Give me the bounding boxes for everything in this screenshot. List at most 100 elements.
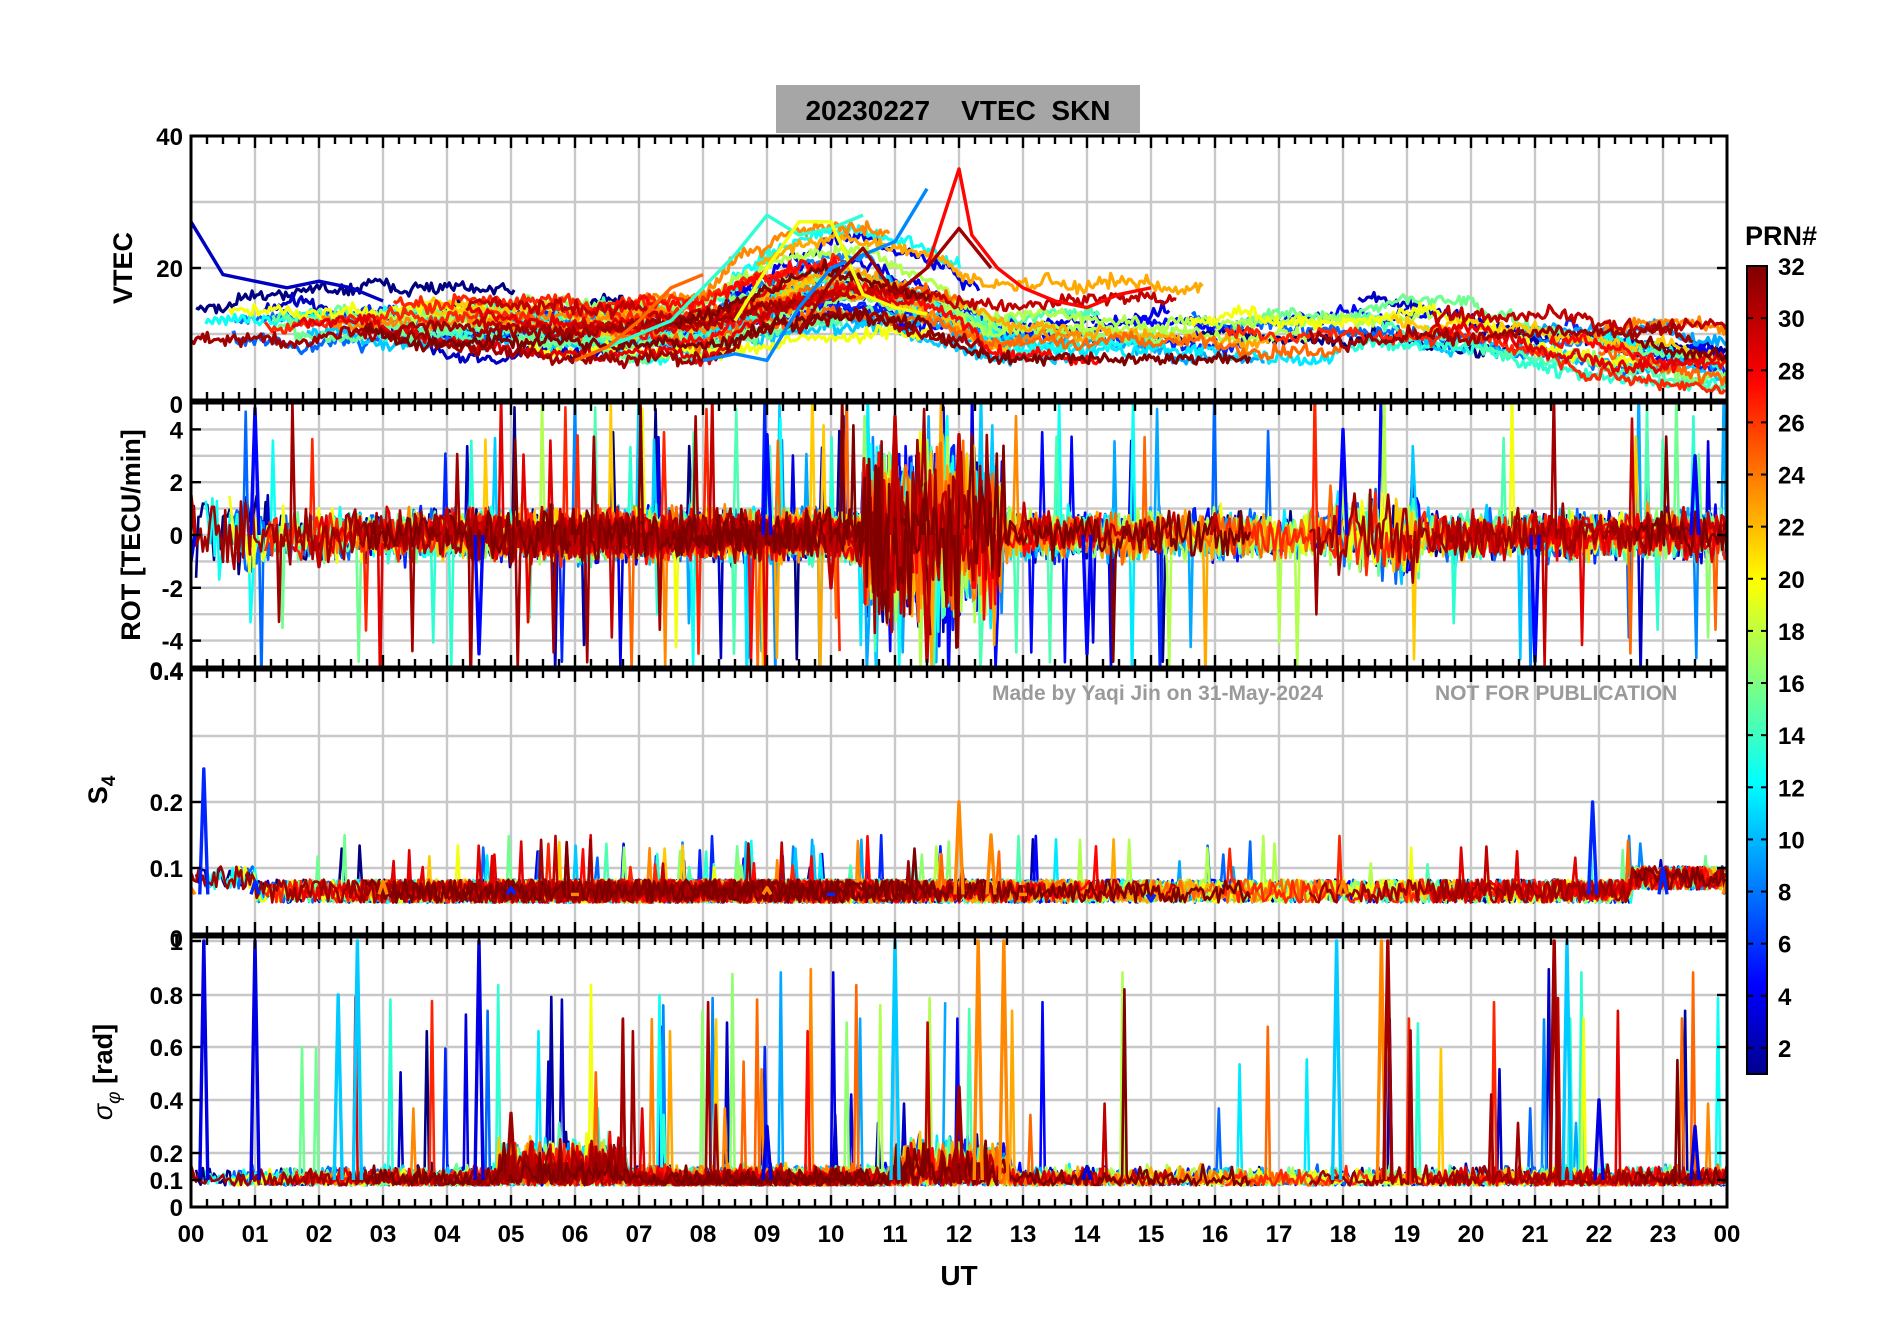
rot-y-tick-label: 0 (170, 523, 183, 550)
sig-y-tick-label: 0.8 (150, 983, 183, 1010)
x-tick-label: 08 (690, 1221, 717, 1248)
x-tick-label: 14 (1074, 1221, 1101, 1248)
series-line-prn-6 (334, 1047, 1247, 1187)
x-tick-label: 09 (754, 1221, 781, 1248)
series-prn-31 (797, 226, 993, 335)
x-tick-label: 10 (818, 1221, 845, 1248)
watermark-author: Made by Yaqi Jin on 31-May-2024 (992, 682, 1323, 705)
series-line-prn-31 (1308, 1029, 1695, 1187)
x-tick-labels: 00 01 02 03 04 05 06 07 08 09 10 11 12 13 14 15 16 17 18 19… (178, 1221, 1741, 1248)
s4-x-ticks (189, 670, 1729, 934)
series-line-prn-32 (1633, 435, 1727, 557)
rot-series (191, 403, 1727, 667)
colorbar-tick-label: 10 (1778, 827, 1805, 854)
x-axis-label: UT (940, 1260, 977, 1291)
rot-y-tick-label: 4 (170, 417, 184, 444)
rot-x-ticks (189, 403, 1729, 667)
series-prn-24 (191, 800, 1727, 897)
colorbar-tick-label: 24 (1778, 463, 1805, 490)
sig-y-tick-label: 0.6 (150, 1035, 183, 1062)
series-line-prn-18 (922, 294, 1308, 345)
watermark-notice: NOT FOR PUBLICATION (1435, 682, 1677, 705)
rot-y-tick-label: -2 (162, 576, 183, 603)
series-line-prn-30 (1431, 417, 1727, 667)
series-line-prn-25 (1597, 343, 1727, 387)
x-tick-label: 06 (562, 1221, 589, 1248)
rot-y-tick-label: -4 (162, 629, 184, 656)
vtec-series (191, 167, 1727, 395)
series-line-prn-32 (1633, 865, 1727, 891)
sig-y-tick-label: 0 (170, 1195, 183, 1222)
series-prn-25 (574, 273, 704, 362)
x-tick-label: 02 (306, 1221, 333, 1248)
series-line-prn-32 (673, 466, 932, 636)
x-tick-label: 04 (434, 1221, 461, 1248)
sig-y-tick-label: 0.2 (150, 1141, 183, 1168)
x-tick-label: 22 (1586, 1221, 1613, 1248)
s4-top-label: 0.4 (150, 659, 184, 686)
rot-top-label: 0 (170, 392, 183, 419)
x-tick-label: 11 (882, 1221, 907, 1248)
sig-x-ticks (189, 937, 1729, 1207)
panel-sig: 00.10.20.40.60.81 (150, 929, 1729, 1222)
x-tick-label: 03 (370, 1221, 397, 1248)
rot-y-label: ROT [TECU/min] (116, 429, 146, 640)
series-line-prn-29 (466, 279, 787, 334)
colorbar-tick-label: 16 (1778, 671, 1805, 698)
colorbar-tick-label: 28 (1778, 358, 1805, 385)
series-line-prn-31 (1308, 403, 1695, 616)
s4-y-tick-label: 0.1 (150, 856, 183, 883)
series-line-prn-23 (755, 231, 1204, 296)
colorbar-tick-label: 20 (1778, 567, 1805, 594)
series-line-prn-31 (1308, 865, 1695, 904)
series-prn-20 (733, 220, 928, 322)
colorbar-tick-label: 8 (1778, 880, 1791, 907)
series-line-prn-31 (1308, 320, 1694, 353)
x-tick-label: 23 (1650, 1221, 1677, 1248)
series-prn-14 (606, 213, 864, 349)
series-line-prn-28 (1548, 332, 1727, 374)
x-tick-label: 19 (1394, 1221, 1421, 1248)
x-tick-label: 13 (1010, 1221, 1037, 1248)
series-line-prn-23 (595, 265, 1270, 355)
series-line-prn-32 (1633, 1058, 1727, 1187)
series-prn-3 (191, 220, 384, 303)
colorbar-tick-label: 18 (1778, 619, 1805, 646)
x-tick-label: 17 (1266, 1221, 1293, 1248)
s4-y-tick-label: 0.2 (150, 790, 183, 817)
vtec-x-ticks (189, 136, 1729, 400)
series-prn-28 (925, 167, 1152, 310)
panel-s4: 0.1 0.2 0.4 (150, 658, 1729, 936)
colorbar-tick-label: 6 (1778, 932, 1791, 959)
colorbar-tick-label: 32 (1778, 254, 1805, 281)
x-tick-label: 01 (242, 1221, 269, 1248)
s4-y-tick-label: 0.4 (150, 658, 184, 685)
sig-y-tick-label: 0.1 (150, 1168, 183, 1195)
series-prn-9 (702, 187, 929, 363)
series-line-prn-32 (674, 258, 932, 330)
series-line-prn-29 (1426, 320, 1727, 375)
sig-top-label: 0 (170, 926, 183, 953)
vtec-y-tick-label: 20 (156, 256, 183, 283)
series-line-prn-27 (1225, 1000, 1726, 1187)
panel-rot: -4 -2 0 2 4 (162, 401, 1729, 669)
x-tick-label: 16 (1202, 1221, 1229, 1248)
x-tick-label: 15 (1138, 1221, 1165, 1248)
x-tick-label: 21 (1522, 1221, 1549, 1248)
series-prn-6 (198, 767, 1727, 903)
series-line-prn-28 (589, 256, 846, 316)
rot-y-tick-label: 2 (170, 470, 183, 497)
x-tick-label: 05 (498, 1221, 525, 1248)
series-line-prn-30 (465, 282, 1177, 325)
colorbar-tick-label: 22 (1778, 515, 1805, 542)
colorbar-tick-label: 30 (1778, 306, 1805, 333)
s4-series (191, 767, 1727, 904)
colorbar-tick-label: 26 (1778, 410, 1805, 437)
x-tick-label: 12 (946, 1221, 973, 1248)
colorbar-tick-label: 4 (1778, 984, 1792, 1011)
x-tick-label: 20 (1458, 1221, 1485, 1248)
colorbar-tick-label: 2 (1778, 1036, 1791, 1063)
colorbar-label: PRN# (1745, 221, 1817, 251)
